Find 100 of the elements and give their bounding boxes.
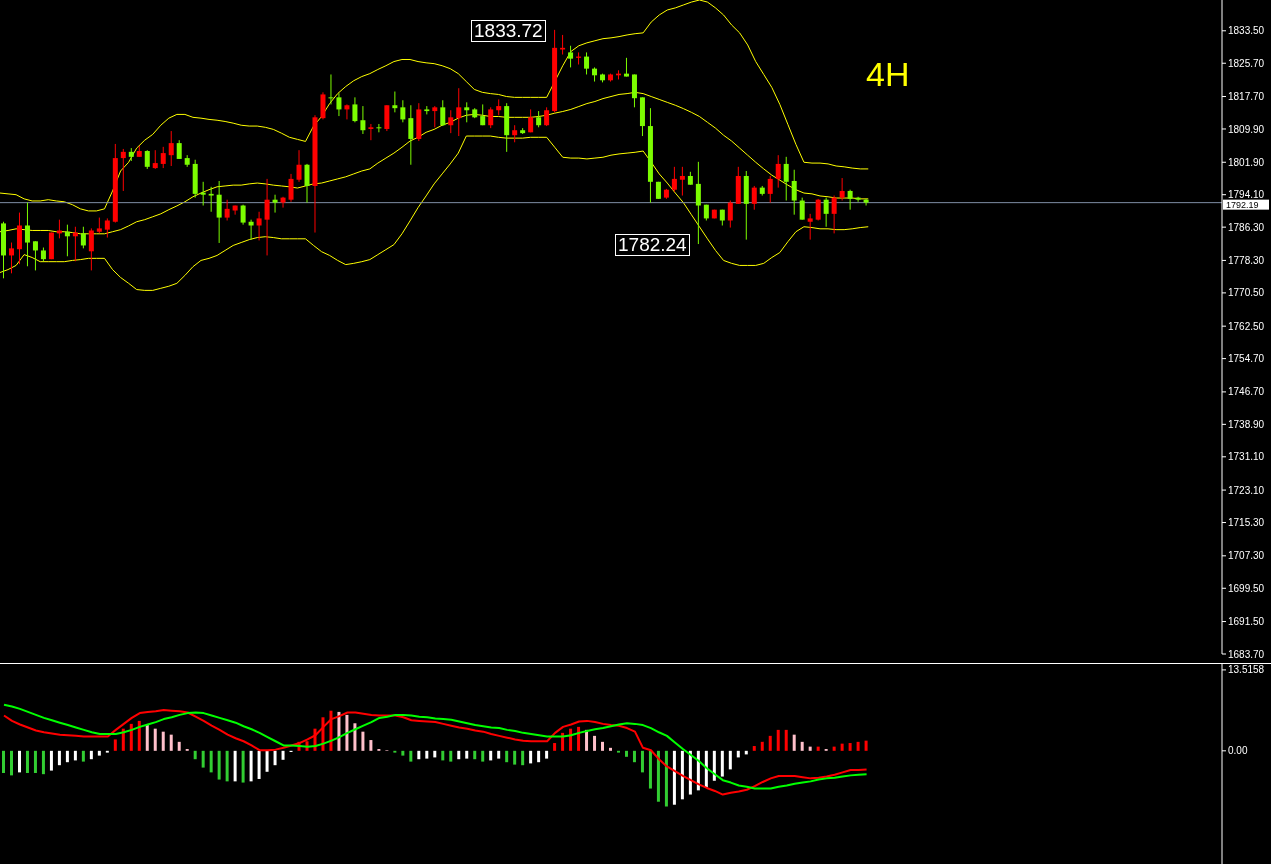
y-tick-label: 1707.30 — [1228, 550, 1265, 562]
bar — [57, 750, 61, 766]
y-tick-label: 1715.30 — [1228, 517, 1265, 529]
candlestick — [160, 146, 166, 169]
bar — [529, 750, 533, 764]
candlestick — [352, 96, 358, 123]
bar — [640, 750, 644, 773]
candlestick — [328, 73, 334, 105]
y-tick-label: 1778.30 — [1228, 254, 1265, 266]
bar — [776, 729, 780, 751]
candlestick — [432, 105, 438, 128]
candlestick — [376, 123, 382, 133]
y-tick-label: 1817.70 — [1228, 91, 1265, 103]
candlestick — [823, 197, 829, 228]
candlestick — [304, 163, 310, 204]
candlestick — [224, 199, 230, 221]
bar — [481, 750, 485, 762]
bar — [497, 750, 501, 759]
bar — [217, 750, 221, 780]
bar — [449, 750, 453, 762]
bar — [225, 750, 229, 782]
candlestick — [831, 195, 837, 234]
bar — [521, 750, 525, 766]
y-tick-label: 1723.10 — [1228, 484, 1265, 496]
bar — [672, 750, 676, 805]
bar — [265, 750, 269, 772]
candlestick — [368, 123, 374, 141]
candlestick — [839, 177, 845, 202]
bar — [736, 750, 740, 758]
y-tick-label: 1762.50 — [1228, 320, 1265, 332]
candlestick — [272, 194, 278, 214]
bar — [473, 750, 477, 760]
bar — [193, 750, 197, 760]
bar — [848, 743, 852, 751]
candlestick — [264, 178, 270, 256]
bar — [49, 750, 53, 771]
bar — [425, 750, 429, 759]
y-tick-label: 1699.50 — [1228, 582, 1265, 594]
candlestick — [751, 185, 757, 211]
annotation: 1782.24 — [615, 234, 690, 256]
bar — [569, 728, 573, 751]
candlestick — [791, 169, 797, 216]
bar — [720, 750, 724, 777]
bar — [361, 731, 365, 751]
candlestick — [584, 51, 590, 75]
candlestick — [344, 103, 350, 120]
bar — [664, 750, 668, 807]
bar — [81, 750, 85, 762]
candlestick — [296, 149, 302, 183]
y-tick-label: 1731.10 — [1228, 451, 1265, 463]
bar — [704, 750, 708, 788]
annotation: 1833.72 — [471, 20, 546, 42]
bar — [856, 741, 860, 751]
y-tick-label: 1833.50 — [1228, 25, 1265, 37]
bar — [593, 735, 597, 751]
bar — [33, 750, 37, 773]
bar — [537, 750, 541, 763]
bar — [9, 750, 13, 776]
candlestick — [679, 166, 685, 197]
candlestick — [671, 166, 677, 193]
candlestick — [144, 149, 150, 170]
candlestick — [16, 212, 22, 265]
candlestick — [360, 105, 366, 135]
candlestick — [799, 197, 805, 221]
bar — [161, 731, 165, 751]
y-tick-label: 1691.50 — [1228, 616, 1265, 628]
bar — [800, 741, 804, 751]
bar — [233, 750, 237, 782]
line-series — [0, 135, 869, 291]
bar — [768, 735, 772, 751]
y-tick-label: 1754.70 — [1228, 353, 1265, 365]
candlestick — [767, 175, 773, 204]
candlestick — [256, 211, 262, 241]
bar — [25, 750, 29, 773]
bar — [417, 750, 421, 760]
bar — [585, 729, 589, 751]
bar — [864, 740, 868, 751]
candlestick — [440, 99, 446, 127]
candlestick — [775, 154, 781, 189]
candlestick — [400, 99, 406, 123]
bar — [89, 750, 93, 760]
bar — [65, 750, 69, 763]
y-tick-label: 1809.90 — [1228, 123, 1265, 135]
candlestick — [783, 156, 789, 202]
y-tick-label: 0.00 — [1228, 745, 1248, 757]
bar — [41, 750, 45, 775]
bar — [792, 734, 796, 751]
candlestick — [176, 139, 182, 160]
y-tick-label: 1786.30 — [1228, 221, 1265, 233]
bar — [409, 750, 413, 762]
candlestick — [392, 91, 398, 113]
y-tick-label: 1746.70 — [1228, 386, 1265, 398]
bar — [816, 746, 820, 751]
bar — [129, 723, 133, 751]
bar — [752, 746, 756, 751]
candlestick — [408, 104, 414, 166]
bar — [73, 750, 77, 761]
bar — [609, 747, 613, 751]
candlestick — [152, 149, 158, 170]
bar — [489, 750, 493, 761]
